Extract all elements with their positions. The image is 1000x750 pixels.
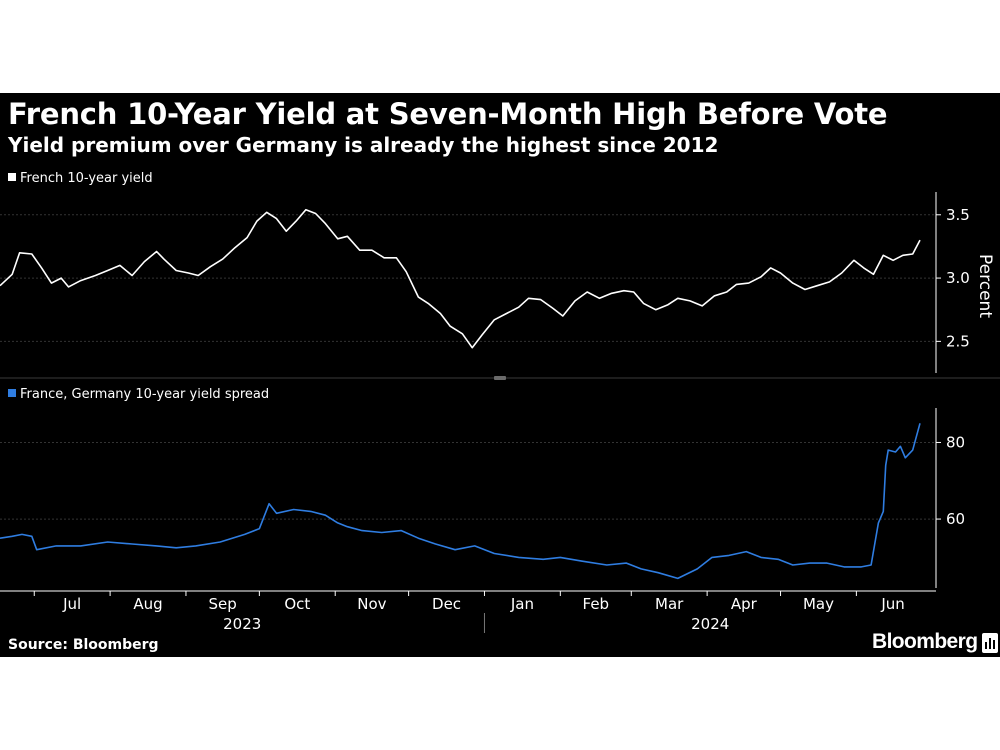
x-tick-label: Mar (655, 595, 684, 613)
x-tick-label: Jul (62, 595, 81, 613)
x-tick-label: Oct (284, 595, 310, 613)
y-tick-label: 3.5 (946, 206, 970, 224)
x-tick-label: Aug (133, 595, 162, 613)
series-line (0, 208, 921, 349)
legend-label: France, Germany 10-year yield spread (20, 387, 269, 402)
bloomberg-logo: Bloomberg (872, 630, 978, 653)
chart-subtitle: Yield premium over Germany is already th… (8, 133, 719, 157)
divider-handle (494, 376, 506, 380)
y-tick-label: 80 (946, 433, 965, 451)
x-tick-label: Nov (357, 595, 386, 613)
legend-swatch (8, 173, 16, 181)
x-tick-label: Jan (510, 595, 534, 613)
chart-title: French 10-Year Yield at Seven-Month High… (8, 97, 888, 131)
x-tick-label: Jun (880, 595, 904, 613)
x-tick-label: May (803, 595, 834, 613)
x-tick-label: Feb (583, 595, 610, 613)
bloomberg-terminal-icon (982, 633, 998, 653)
legend-label: French 10-year yield (20, 171, 153, 186)
year-label-2024: 2024 (691, 615, 729, 633)
y-tick-label: 60 (946, 510, 965, 528)
x-tick-label: Dec (432, 595, 461, 613)
y-axis-label: Percent (975, 254, 995, 318)
y-tick-label: 3.0 (946, 269, 970, 287)
series-line (0, 423, 921, 580)
legend-swatch (8, 389, 16, 397)
source-note: Source: Bloomberg (8, 637, 159, 653)
chart-card (0, 93, 1000, 657)
year-label-2023: 2023 (223, 615, 261, 633)
x-tick-label: Sep (209, 595, 237, 613)
x-tick-label: Apr (731, 595, 758, 613)
y-tick-label: 2.5 (946, 332, 970, 350)
